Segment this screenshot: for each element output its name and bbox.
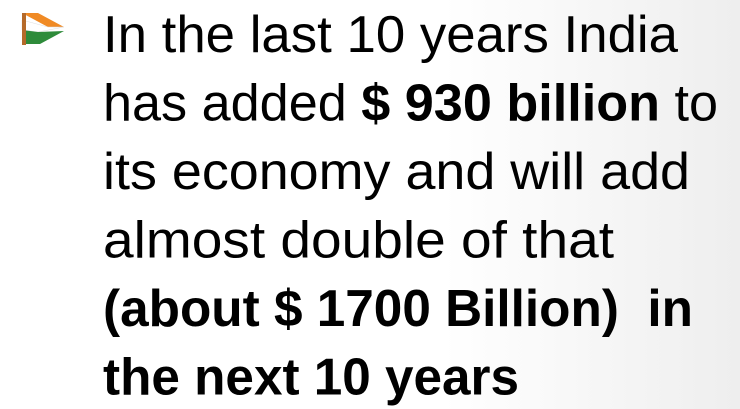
bullet-line: the next 10 years [103,349,519,407]
text: to [660,75,718,133]
bullet-line: has added $ 930 billion to [103,75,718,133]
bullet-line: In the last 10 years India [103,6,678,64]
text: almost double of that [103,212,615,270]
bold-text: $ 930 billion [361,75,660,133]
bullet-flag [21,13,65,45]
text: In the last 10 years India [103,6,678,64]
bullet-line: its economy and will add [103,143,690,201]
bold-text: (about $ 1700 Billion) in [103,280,693,338]
bold-text: the next 10 years [103,349,519,407]
text: has added [103,75,361,133]
text: its economy and will add [103,143,690,201]
bullet-line: almost double of that [103,212,615,270]
bullet-line: (about $ 1700 Billion) in [103,280,693,338]
